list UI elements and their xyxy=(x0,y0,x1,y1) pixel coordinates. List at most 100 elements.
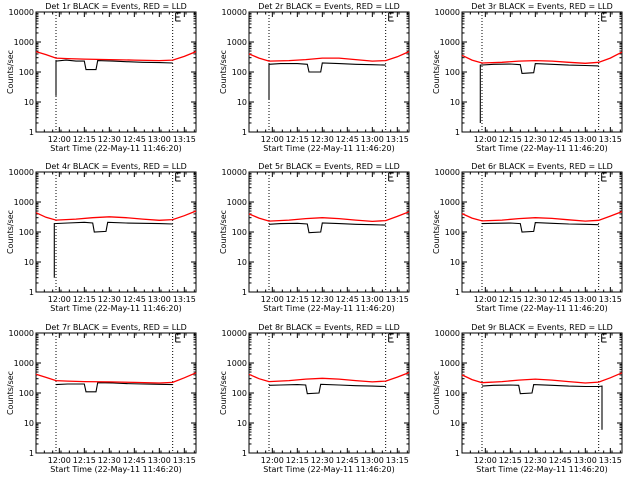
chart-title: Det 2r BLACK = Events, RED = LLD xyxy=(258,2,400,11)
x-tick-label: 13:15 xyxy=(599,295,622,304)
y-tick-label: 10 xyxy=(237,258,247,267)
x-tick-label: 12:15 xyxy=(286,135,309,144)
x-tick-label: 13:15 xyxy=(386,456,409,465)
x-tick-label: 12:30 xyxy=(98,456,121,465)
y-axis-label: Counts/sec xyxy=(432,210,441,254)
y-tick-label: 10 xyxy=(24,98,34,107)
y-tick-label: 100 xyxy=(19,389,34,398)
chart-panel-8: Det 8r BLACK = Events, RED = LLD Start Ti… xyxy=(219,323,410,474)
y-tick-label: 1000 xyxy=(227,198,247,207)
chart-title: Det 9r BLACK = Events, RED = LLD xyxy=(471,323,613,332)
x-tick-label: 13:00 xyxy=(148,135,171,144)
x-axis-label: Start Time (22-May-11 11:46:20) xyxy=(476,304,607,313)
plot-frame xyxy=(35,171,197,293)
x-tick-label: 12:00 xyxy=(261,295,284,304)
interval-bracket-marker xyxy=(388,12,394,22)
interval-bracket-marker xyxy=(388,333,394,343)
chart-title: Det 6r BLACK = Events, RED = LLD xyxy=(471,162,613,171)
y-tick-label: 100 xyxy=(232,68,247,77)
y-tick-label: 10 xyxy=(450,419,460,428)
x-tick-label: 13:00 xyxy=(148,295,171,304)
x-tick-label: 13:00 xyxy=(361,456,384,465)
x-axis-label: Start Time (22-May-11 11:46:20) xyxy=(50,465,181,474)
series-line-events xyxy=(481,384,603,430)
x-axis-label: Start Time (22-May-11 11:46:20) xyxy=(263,144,394,153)
x-tick-label: 13:00 xyxy=(574,295,597,304)
x-tick-label: 12:00 xyxy=(261,456,284,465)
plot-frame xyxy=(35,332,197,454)
x-tick-label: 12:30 xyxy=(524,135,547,144)
y-tick-label: 100 xyxy=(445,389,460,398)
y-tick-label: 10 xyxy=(237,419,247,428)
y-tick-label: 1000 xyxy=(440,198,460,207)
y-tick-label: 1 xyxy=(455,128,460,137)
series-line-lld xyxy=(461,51,623,64)
y-tick-label: 10000 xyxy=(222,329,247,338)
interval-bracket-marker xyxy=(175,172,181,182)
plot-frame xyxy=(461,11,623,133)
series-line-lld xyxy=(35,50,197,62)
x-tick-label: 12:30 xyxy=(524,295,547,304)
series-line-events xyxy=(55,59,173,96)
x-axis-label: Start Time (22-May-11 11:46:20) xyxy=(50,304,181,313)
x-tick-label: 12:45 xyxy=(549,135,572,144)
y-axis-label: Counts/sec xyxy=(219,371,228,415)
x-tick-label: 12:15 xyxy=(499,295,522,304)
y-axis-label: Counts/sec xyxy=(6,210,15,254)
x-tick-label: 13:00 xyxy=(574,135,597,144)
chart-panel-5: Det 5r BLACK = Events, RED = LLD Start Ti… xyxy=(219,162,410,313)
series-line-events xyxy=(479,63,599,123)
series-line-events xyxy=(268,222,386,234)
x-tick-label: 12:00 xyxy=(48,456,71,465)
x-tick-label: 13:15 xyxy=(173,135,196,144)
x-tick-label: 12:00 xyxy=(474,135,497,144)
chart-panel-6: Det 6r BLACK = Events, RED = LLD Start Ti… xyxy=(432,162,623,313)
x-tick-label: 12:45 xyxy=(123,456,146,465)
x-tick-label: 13:00 xyxy=(361,135,384,144)
x-tick-label: 12:30 xyxy=(311,135,334,144)
y-tick-label: 1000 xyxy=(440,359,460,368)
x-tick-label: 12:15 xyxy=(499,135,522,144)
series-line-lld xyxy=(248,51,410,62)
y-axis-label: Counts/sec xyxy=(219,50,228,94)
x-tick-label: 13:15 xyxy=(599,456,622,465)
x-tick-label: 12:15 xyxy=(499,456,522,465)
y-tick-label: 10 xyxy=(450,98,460,107)
chart-title: Det 3r BLACK = Events, RED = LLD xyxy=(471,2,613,11)
y-tick-label: 1 xyxy=(242,288,247,297)
chart-panel-3: Det 3r BLACK = Events, RED = LLD Start Ti… xyxy=(432,2,623,153)
y-axis-label: Counts/sec xyxy=(6,50,15,94)
x-tick-label: 12:30 xyxy=(524,456,547,465)
y-tick-label: 1 xyxy=(242,449,247,458)
x-tick-label: 12:15 xyxy=(73,456,96,465)
y-tick-label: 1 xyxy=(29,128,34,137)
interval-bracket-marker xyxy=(601,172,607,182)
interval-bracket-marker xyxy=(601,12,607,22)
x-axis-label: Start Time (22-May-11 11:46:20) xyxy=(263,465,394,474)
x-tick-label: 12:45 xyxy=(336,456,359,465)
series-line-lld xyxy=(35,372,197,384)
y-tick-label: 100 xyxy=(445,228,460,237)
x-axis-label: Start Time (22-May-11 11:46:20) xyxy=(50,144,181,153)
series-line-events xyxy=(55,382,173,393)
plot-frame xyxy=(248,332,410,454)
series-line-events xyxy=(268,383,386,395)
x-tick-label: 13:15 xyxy=(173,456,196,465)
chart-panel-7: Det 7r BLACK = Events, RED = LLD Start Ti… xyxy=(6,323,197,474)
y-tick-label: 1000 xyxy=(227,359,247,368)
x-tick-label: 12:30 xyxy=(311,456,334,465)
x-tick-label: 12:45 xyxy=(123,135,146,144)
y-tick-label: 1 xyxy=(455,288,460,297)
y-tick-label: 1 xyxy=(29,449,34,458)
y-tick-label: 10 xyxy=(24,258,34,267)
plot-frame xyxy=(248,171,410,293)
y-tick-label: 1000 xyxy=(14,38,34,47)
y-tick-label: 1000 xyxy=(14,198,34,207)
y-tick-label: 100 xyxy=(232,228,247,237)
chart-panel-1: Det 1r BLACK = Events, RED = LLD Start Ti… xyxy=(6,2,197,153)
chart-title: Det 5r BLACK = Events, RED = LLD xyxy=(258,162,400,171)
x-tick-label: 12:00 xyxy=(261,135,284,144)
series-line-lld xyxy=(35,210,197,221)
y-tick-label: 10000 xyxy=(222,8,247,17)
